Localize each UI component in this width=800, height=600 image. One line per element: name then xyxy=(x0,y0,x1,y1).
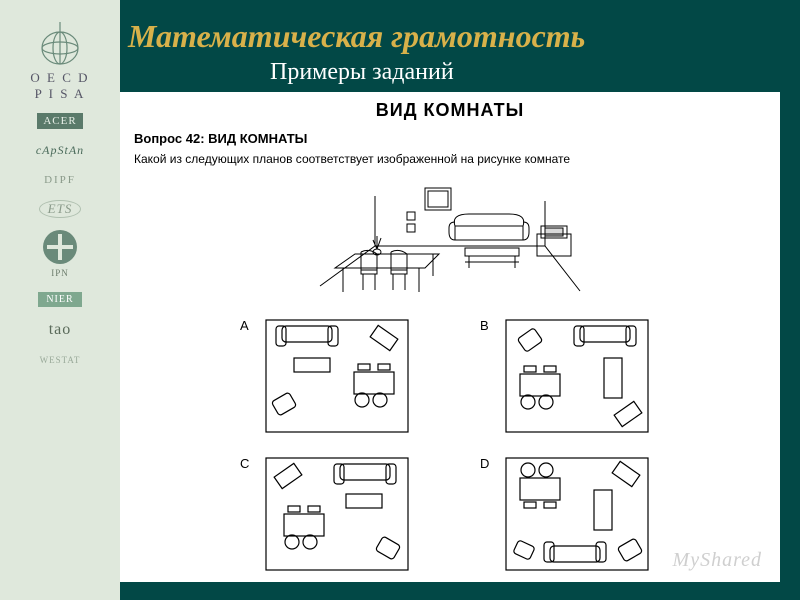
oecd-globe-icon xyxy=(35,20,85,70)
plan-option-c: C xyxy=(240,454,420,574)
plan-label-d: D xyxy=(480,454,494,471)
watermark: MyShared xyxy=(673,549,762,572)
plan-a-svg xyxy=(262,316,412,436)
task-document: ВИД КОМНАТЫ Вопрос 42: ВИД КОМНАТЫ Какой… xyxy=(120,92,780,582)
ipn-logo: IPN xyxy=(43,230,77,280)
slide-title: Математическая грамотность xyxy=(120,0,800,59)
question-text: Какой из следующих планов соответствует … xyxy=(134,152,766,166)
westat-logo: WESTAT xyxy=(34,353,87,367)
acer-logo: ACER xyxy=(37,113,82,129)
sidebar: O E C D P I S A ACER cApStAn DIPF ETS IP… xyxy=(0,0,120,600)
plan-d-svg xyxy=(502,454,652,574)
plan-option-a: A xyxy=(240,316,420,436)
oecd-pisa-logo: O E C D P I S A xyxy=(15,20,105,101)
doc-heading: ВИД КОМНАТЫ xyxy=(134,100,766,121)
plan-label-c: C xyxy=(240,454,254,471)
slide-main: Математическая грамотность Примеры задан… xyxy=(120,0,800,600)
plan-label-a: A xyxy=(240,316,254,333)
floor-plans-grid: A xyxy=(240,316,660,574)
plan-option-d: D xyxy=(480,454,660,574)
ipn-disc-icon xyxy=(43,230,77,264)
plan-b-svg xyxy=(502,316,652,436)
ets-logo: ETS xyxy=(39,200,82,218)
ipn-text: IPN xyxy=(45,266,75,280)
room-perspective-drawing xyxy=(315,176,585,306)
plan-option-b: B xyxy=(480,316,660,436)
capstan-logo: cApStAn xyxy=(30,141,90,160)
oecd-text: O E C D xyxy=(30,70,89,86)
question-label: Вопрос 42: ВИД КОМНАТЫ xyxy=(134,131,766,146)
slide-subtitle: Примеры заданий xyxy=(120,59,800,92)
dipf-logo: DIPF xyxy=(38,172,82,188)
plan-label-b: B xyxy=(480,316,494,333)
pisa-text: P I S A xyxy=(35,86,86,102)
nier-logo: NIER xyxy=(38,292,81,307)
tao-logo: tao xyxy=(43,319,78,341)
plan-c-svg xyxy=(262,454,412,574)
